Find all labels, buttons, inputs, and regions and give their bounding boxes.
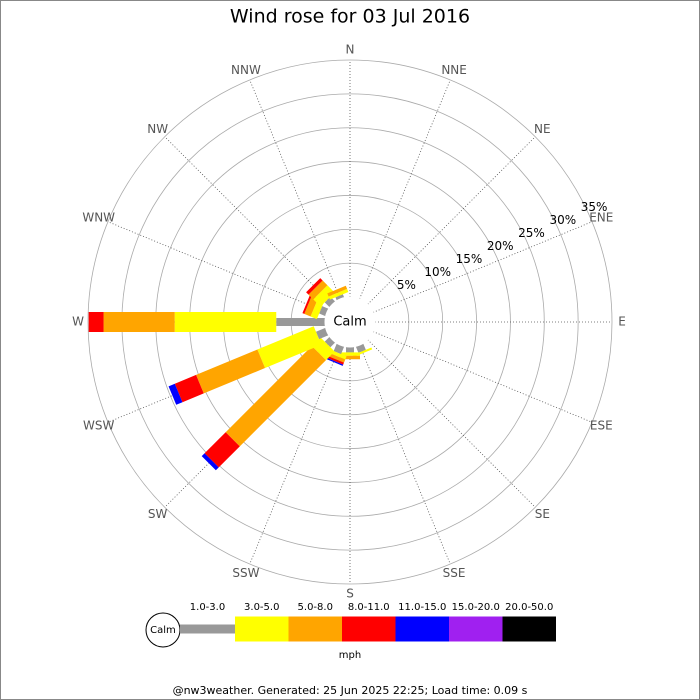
r-tick-label: 10% <box>424 265 451 279</box>
unit-label: mph <box>339 650 361 661</box>
direction-label: SE <box>535 507 550 521</box>
legend-label: 20.0-50.0 <box>505 602 553 613</box>
spoke <box>372 221 593 313</box>
r-tick-label: 25% <box>518 226 545 240</box>
legend-label: 5.0-8.0 <box>298 602 333 613</box>
direction-label: W <box>72 315 84 329</box>
direction-label: NNE <box>441 63 467 77</box>
bar-segment <box>103 312 175 332</box>
r-tick-label: 20% <box>487 239 514 253</box>
chart-title: Wind rose for 03 Jul 2016 <box>230 6 470 28</box>
direction-label: N <box>346 43 355 57</box>
bar-segment <box>315 327 329 340</box>
r-tick-label: 5% <box>397 278 416 292</box>
bar-segment <box>333 343 345 355</box>
spoke <box>249 344 341 565</box>
direction-label: ESE <box>590 419 613 433</box>
legend-calm-label: Calm <box>150 625 176 636</box>
legend-swatch <box>288 616 342 642</box>
r-tick-label: 15% <box>456 252 483 266</box>
bar-segment <box>335 294 345 301</box>
legend-label: 15.0-20.0 <box>452 602 500 613</box>
bar-segment <box>308 280 328 300</box>
bar-segment <box>327 285 348 297</box>
spoke <box>367 339 536 508</box>
legend-swatch <box>180 624 235 634</box>
r-tick-label: 30% <box>549 213 576 227</box>
direction-label: SSE <box>443 566 466 580</box>
bar-segment <box>276 318 325 326</box>
ring <box>87 59 613 585</box>
bar-segment <box>88 312 104 332</box>
direction-label: E <box>618 315 626 329</box>
bar-segment <box>257 326 322 369</box>
direction-label: WSW <box>83 419 114 433</box>
direction-label: WNW <box>82 210 115 224</box>
legend-swatch <box>342 616 396 642</box>
direction-label: NW <box>147 122 168 136</box>
bar-segment <box>225 346 326 447</box>
bar-segment <box>168 383 183 405</box>
legend-label: 3.0-5.0 <box>244 602 279 613</box>
bar-segment <box>346 347 354 353</box>
bar-segment <box>302 294 312 314</box>
legend-swatch <box>502 616 556 642</box>
spoke <box>372 331 593 423</box>
legend-swatch <box>449 616 503 642</box>
spoke <box>367 136 536 305</box>
direction-label: S <box>346 587 354 601</box>
bar-segment <box>328 288 349 300</box>
spoke <box>164 136 333 305</box>
bar-segment <box>324 356 344 366</box>
direction-label: NE <box>534 122 551 136</box>
calm-circle <box>324 296 376 348</box>
direction-label: NNW <box>231 63 261 77</box>
r-tick-label: 35% <box>581 200 608 214</box>
footer: @nw3weather. Generated: 25 Jun 2025 22:2… <box>173 684 528 697</box>
bar-segment <box>196 349 266 394</box>
bar-segment <box>174 312 277 332</box>
direction-label: SSW <box>232 566 259 580</box>
legend-label: 1.0-3.0 <box>190 602 225 613</box>
spoke <box>359 79 451 300</box>
legend-swatch <box>395 616 449 642</box>
spoke <box>359 344 451 565</box>
legend-label: 11.0-15.0 <box>398 602 446 613</box>
legend-label: 8.0-11.0 <box>348 602 390 613</box>
spoke <box>107 221 328 313</box>
bar-segment <box>313 285 335 307</box>
bar-segment <box>324 355 344 365</box>
bar-segment <box>340 352 360 356</box>
bar-segment <box>324 336 336 348</box>
spoke <box>249 79 341 300</box>
bar-segment <box>201 453 219 471</box>
legend-swatch <box>235 616 289 642</box>
direction-label: ENE <box>589 210 613 224</box>
calm-label: Calm <box>333 315 366 330</box>
bar-segment <box>204 432 240 468</box>
bar-segment <box>324 296 336 308</box>
bar-segment <box>174 374 204 403</box>
direction-label: SW <box>148 507 168 521</box>
bar-segment <box>306 278 323 295</box>
